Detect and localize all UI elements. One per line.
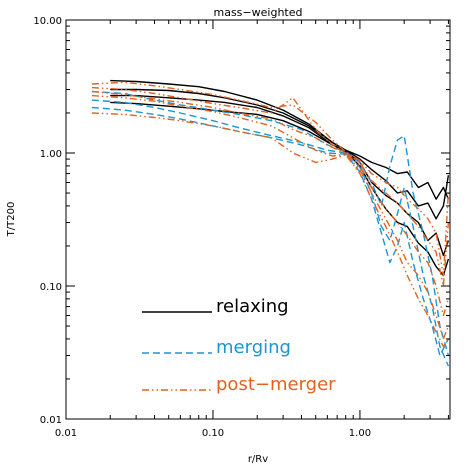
chart-title: mass−weighted	[214, 6, 303, 19]
legend: relaxing merging post−merger	[142, 296, 336, 395]
y-tick-label: 1.00	[40, 149, 62, 160]
y-tick-label: 0.10	[40, 282, 62, 293]
legend-label: relaxing	[216, 296, 289, 317]
x-tick-label: 1.00	[349, 428, 371, 439]
legend-label: post−merger	[216, 374, 336, 395]
x-axis-label: r/Rv	[248, 454, 268, 465]
axis-ticks: 0.01 0.10 1.00 0.01 0.10 1.00 10.00	[33, 16, 450, 439]
x-tick-label: 0.01	[55, 428, 77, 439]
plot-frame	[65, 19, 451, 420]
x-tick-label: 0.10	[202, 428, 224, 439]
y-tick-label: 0.01	[40, 415, 62, 426]
series-line-merging-5	[91, 99, 450, 367]
series-line-post-merger-7	[91, 81, 450, 277]
series-line-merging-6	[91, 106, 450, 357]
series-line-post-merger-8	[91, 86, 450, 287]
series-line-relaxing-3	[110, 101, 450, 277]
series-line-relaxing-1	[110, 88, 450, 220]
series-line-merging-4	[91, 90, 450, 356]
y-axis-label: T/T200	[6, 202, 17, 238]
series-line-post-merger-11	[91, 112, 449, 348]
legend-label: merging	[216, 337, 291, 358]
series-layer	[91, 79, 450, 367]
series-line-post-merger-9	[91, 90, 450, 317]
series-line-post-merger-10	[91, 94, 450, 340]
series-line-relaxing-0	[110, 79, 450, 200]
y-tick-label: 10.00	[33, 16, 62, 27]
